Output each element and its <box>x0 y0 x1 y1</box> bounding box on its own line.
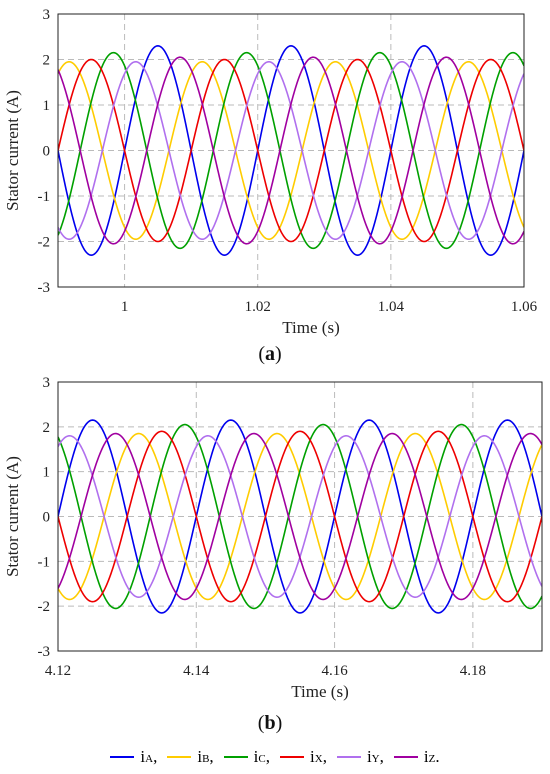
legend-item-iy: iY, <box>336 745 384 769</box>
y-tick-label: 3 <box>43 7 51 23</box>
legend-sep: , <box>209 747 214 766</box>
y-tick-label: 1 <box>43 98 51 114</box>
legend-letter: i <box>310 747 315 766</box>
legend-sub: Z <box>428 753 436 765</box>
legend-sub: C <box>258 753 266 765</box>
y-tick-label: -3 <box>38 280 51 296</box>
y-tick-label: 3 <box>43 375 51 391</box>
y-tick-label: -1 <box>38 554 51 570</box>
legend-swatch-iz <box>393 756 418 758</box>
legend-swatch-ib <box>167 756 192 758</box>
x-tick-label: 4.12 <box>45 663 71 679</box>
y-tick-label: -1 <box>38 189 51 205</box>
legend-item-ic: iC, <box>223 745 270 769</box>
legend-swatch-ic <box>223 756 248 758</box>
legend-sep: , <box>379 747 384 766</box>
legend-sub: Y <box>371 753 380 765</box>
panel-label: (b) <box>258 712 282 734</box>
legend-sep: , <box>322 747 327 766</box>
legend-sub: B <box>202 753 210 765</box>
legend-sep: , <box>153 747 158 766</box>
series-line-iz <box>58 432 542 601</box>
y-tick-label: 2 <box>43 420 51 436</box>
series-line-ia <box>58 45 524 256</box>
y-tick-label: -2 <box>38 235 51 251</box>
legend-item-ix: iX, <box>280 745 327 769</box>
legend-swatch-ix <box>280 756 304 758</box>
legend-sub: X <box>314 753 323 765</box>
legend-letter: i <box>140 747 146 766</box>
y-axis-label: Stator current (A) <box>3 456 22 577</box>
y-tick-label: 0 <box>43 144 51 160</box>
legend-sep: , <box>265 747 270 766</box>
series-line-ib <box>58 432 542 601</box>
y-tick-label: 1 <box>43 465 51 481</box>
legend-item-ia: iA, <box>110 745 157 769</box>
x-tick-label: 1.04 <box>378 299 405 315</box>
x-tick-label: 4.14 <box>183 663 210 679</box>
y-tick-label: 0 <box>43 510 51 526</box>
legend-letter: i <box>423 747 429 766</box>
legend-letter: i <box>253 747 259 766</box>
plot-frame <box>57 381 543 652</box>
legend-letter: i <box>197 747 203 766</box>
series-line-iz <box>58 56 524 245</box>
x-axis-label: Time (s) <box>282 318 339 337</box>
legend-swatch-iy <box>336 756 361 758</box>
series-line-ic <box>58 51 524 250</box>
legend-sep: . <box>435 747 440 766</box>
x-tick-label: 1.06 <box>511 299 538 315</box>
series-line-ib <box>58 60 524 241</box>
x-axis-label: Time (s) <box>291 682 348 701</box>
x-tick-label: 4.18 <box>460 663 486 679</box>
y-tick-label: -3 <box>38 644 51 660</box>
legend: iA, iB, iC, iX, iY, iZ. <box>0 745 550 769</box>
chart-panel-a: 3 2 1 0 -1 -2 -3 1 1.02 1.04 1.06 Time (s) Stator cu… <box>3 7 538 365</box>
series-line-ic <box>58 423 542 610</box>
x-tick-label: 4.16 <box>321 663 348 679</box>
x-tick-label: 1.02 <box>245 299 271 315</box>
legend-letter: i <box>366 747 372 766</box>
plot-frame <box>57 13 525 288</box>
x-tick-label: 1 <box>121 299 129 315</box>
legend-sub: A <box>145 753 154 765</box>
legend-item-iz: iZ. <box>393 745 440 769</box>
chart-panel-b: 3 2 1 0 -1 -2 -3 4.12 4.14 4.16 4.18 Time (s) Stator… <box>3 375 543 734</box>
panel-label: (a) <box>258 343 281 365</box>
y-axis-label: Stator current (A) <box>3 90 22 211</box>
legend-item-ib: iB, <box>167 745 214 769</box>
y-tick-label: 2 <box>43 53 51 69</box>
legend-swatch-ia <box>110 756 135 758</box>
y-tick-label: -2 <box>38 599 51 615</box>
